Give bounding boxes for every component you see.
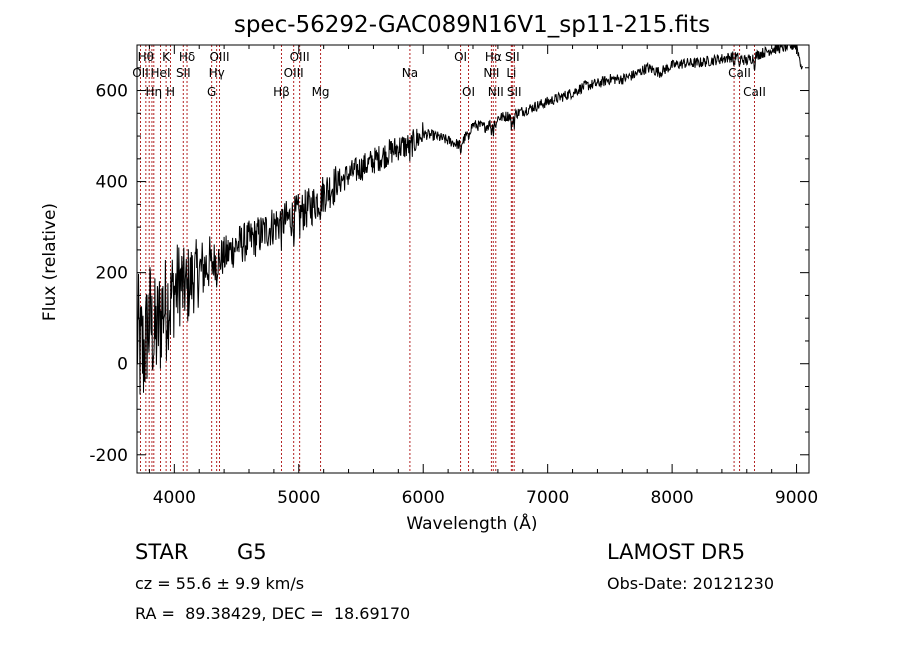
y-tick-label: -200 <box>89 446 128 466</box>
line-marker-label: Hθ <box>138 50 154 64</box>
line-marker-label: G <box>207 85 216 99</box>
line-marker-label: H <box>166 85 175 99</box>
line-marker-label: OIII <box>290 50 310 64</box>
line-marker-label: CaII <box>743 85 766 99</box>
y-tick-label: 400 <box>96 173 128 193</box>
survey-name: LAMOST DR5 <box>607 540 746 564</box>
x-tick-label: 9000 <box>775 488 818 508</box>
y-tick-label: 600 <box>96 82 128 102</box>
x-tick-label: 7000 <box>526 488 569 508</box>
y-tick-label: 200 <box>96 264 128 284</box>
line-marker-label: OIII <box>209 50 229 64</box>
line-marker-label: OI <box>454 50 467 64</box>
line-marker-label: CaII <box>728 66 751 80</box>
object-class: STAR <box>135 540 189 564</box>
line-marker-label: Na <box>402 66 418 80</box>
line-marker-label: Hα <box>485 50 502 64</box>
line-marker-label: NII <box>488 85 504 99</box>
y-axis-label: Flux (relative) <box>40 203 60 321</box>
x-tick-label: 5000 <box>277 488 320 508</box>
object-subclass: G5 <box>237 540 267 564</box>
chart-title: spec-56292-GAC089N16V1_sp11-215.fits <box>234 12 710 38</box>
line-marker-label: Hδ <box>179 50 195 64</box>
line-marker-label: SII <box>176 66 191 80</box>
y-axis: -200 0 200 400 600 <box>89 44 809 466</box>
emission-line-labels: HθOIIHηHeIKHSIIHδGHγOIIIHβOIIIOIIIMgNaOI… <box>132 50 766 99</box>
line-marker-label: K <box>162 50 171 64</box>
line-marker-label: OI <box>462 85 475 99</box>
plot-frame <box>136 44 810 474</box>
x-axis-label: Wavelength (Å) <box>406 512 537 534</box>
x-tick-label: 6000 <box>402 488 445 508</box>
redshift-text: cz = 55.6 ± 9.9 km/s <box>135 574 305 593</box>
line-marker-label: SII <box>505 50 520 64</box>
line-marker-label: SII <box>507 85 522 99</box>
obs-date: Obs-Date: 20121230 <box>607 574 775 593</box>
line-marker-label: Hβ <box>273 85 290 99</box>
line-marker-label: Hγ <box>209 66 225 80</box>
line-marker-label: OIII <box>284 66 304 80</box>
ra-dec: RA = 89.38429, DEC = 18.69170 <box>135 604 411 623</box>
line-marker-label: OII <box>132 66 149 80</box>
line-marker-label: HeI <box>151 66 171 80</box>
line-marker-label: Mg <box>312 85 330 99</box>
y-tick-label: 0 <box>117 355 128 375</box>
line-marker-label: NII <box>483 66 499 80</box>
x-axis: 4000 5000 6000 7000 8000 9000 <box>148 45 818 508</box>
x-tick-label: 4000 <box>153 488 196 508</box>
line-marker-label: Li <box>506 66 516 80</box>
x-tick-label: 8000 <box>650 488 693 508</box>
spectrum-line <box>136 44 803 395</box>
line-marker-label: Hη <box>145 85 162 99</box>
